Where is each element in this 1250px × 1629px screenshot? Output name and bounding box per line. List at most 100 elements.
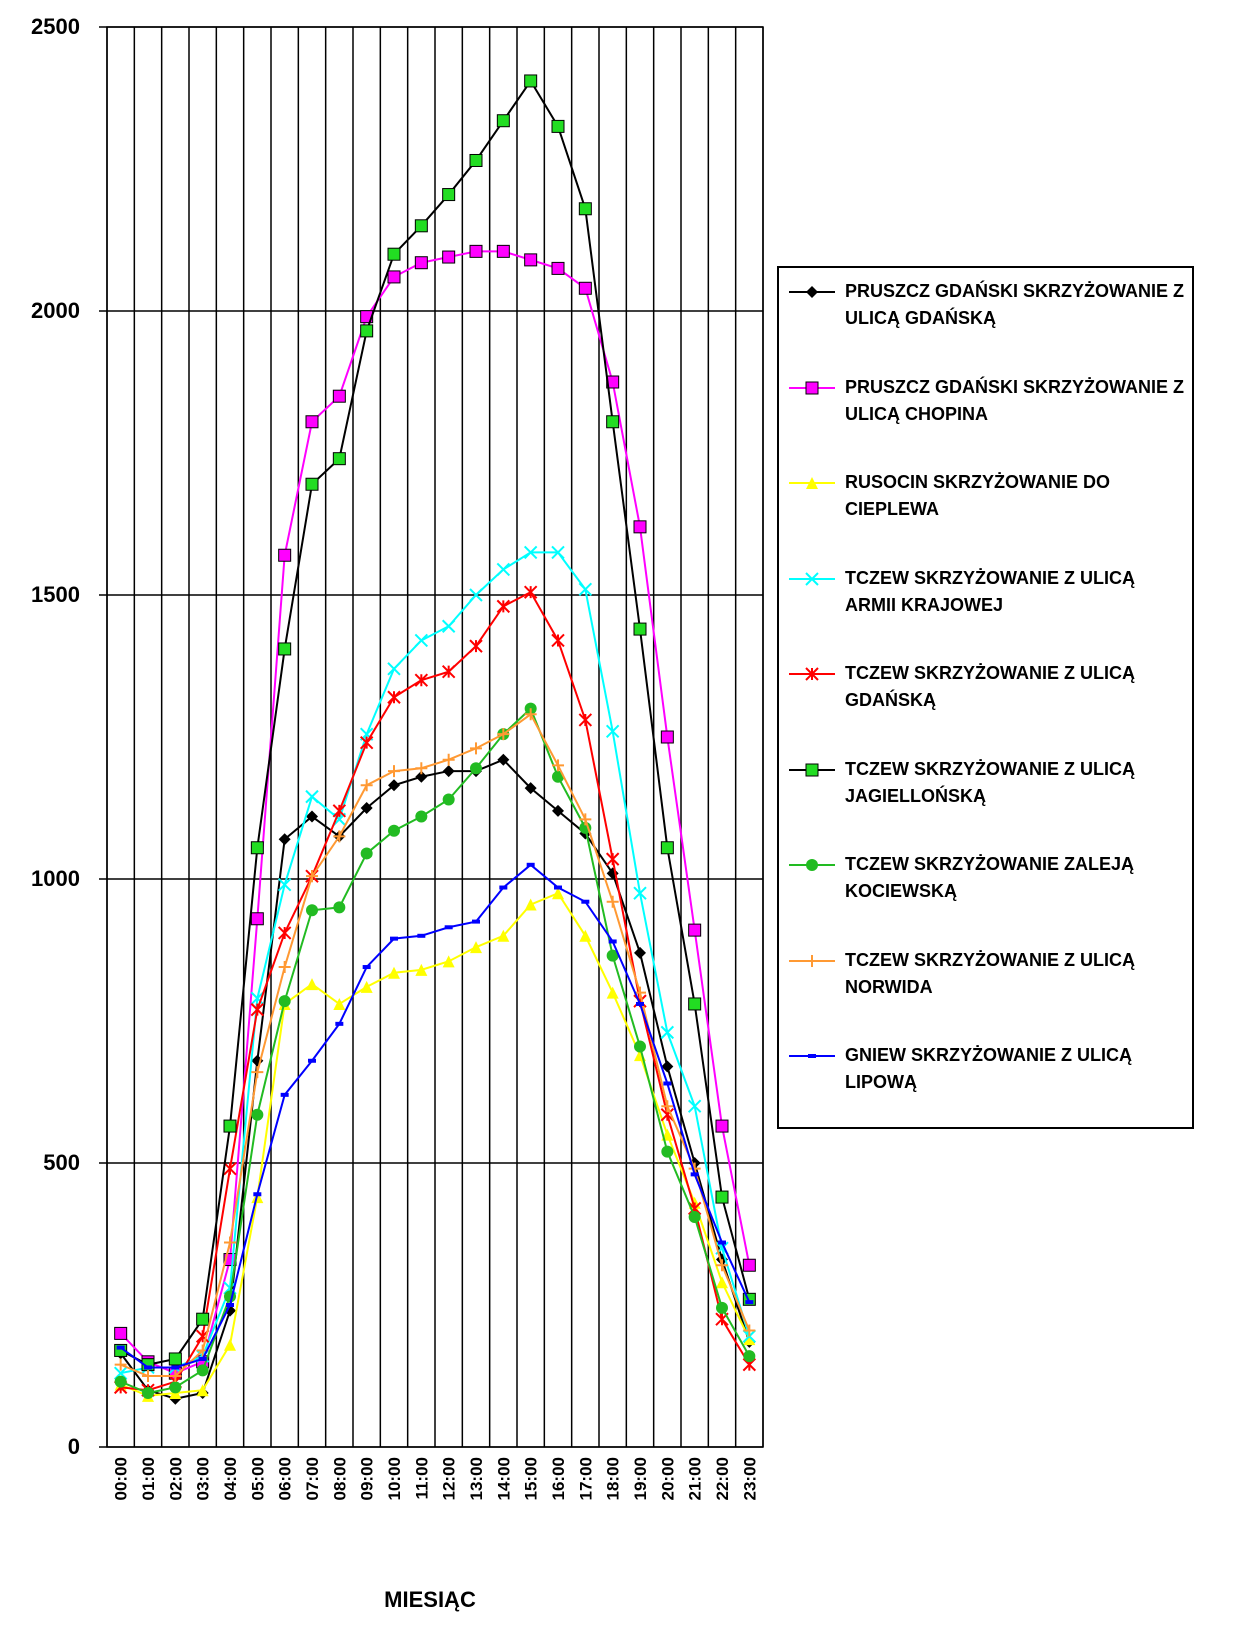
marker (633, 520, 647, 534)
x-tick-label: 20:00 (658, 1457, 677, 1500)
series-line (120, 863, 751, 1369)
marker (469, 244, 483, 258)
x-tick-label: 12:00 (440, 1457, 459, 1500)
marker (168, 1352, 182, 1366)
y-tick-label: 2500 (31, 14, 80, 39)
marker (660, 841, 674, 855)
marker (360, 324, 374, 338)
marker (415, 963, 428, 976)
marker (333, 997, 346, 1010)
marker (442, 955, 455, 968)
marker (470, 762, 482, 775)
marker (280, 1092, 289, 1097)
marker (360, 802, 373, 814)
legend-entry: RUSOCIN SKRZYŻOWANIE DO CIEPLEWA (787, 469, 1185, 523)
marker (196, 1364, 209, 1377)
series-line (120, 891, 751, 1397)
marker (605, 852, 620, 866)
marker (278, 961, 291, 974)
marker (743, 1324, 756, 1337)
marker (388, 966, 400, 979)
marker (224, 1236, 236, 1249)
marker (277, 877, 292, 892)
marker (606, 986, 619, 999)
marker (417, 933, 426, 938)
legend-swatch (789, 571, 835, 586)
marker (442, 753, 455, 766)
marker (688, 923, 702, 937)
legend-entry: GNIEW SKRZYŻOWANIE Z ULICĄ LIPOWĄ (787, 1042, 1185, 1096)
marker (552, 770, 564, 783)
marker (169, 1370, 182, 1382)
marker (524, 253, 538, 267)
legend-entry: TCZEW SKRZYŻOWANIE Z ULICĄ GDAŃSKĄ (787, 660, 1185, 714)
marker (305, 789, 319, 804)
marker (524, 898, 537, 911)
marker (332, 804, 347, 818)
y-tick-label: 2000 (31, 298, 80, 323)
x-tick-label: 05:00 (248, 1457, 267, 1500)
marker (415, 762, 428, 775)
legend-entry: TCZEW SKRZYŻOWANIE Z ULICĄ ARMII KRAJOWE… (787, 565, 1185, 619)
legend-entry: TCZEW SKRZYŻOWANIE Z ULICĄ NORWIDA (787, 947, 1185, 1001)
marker (469, 588, 483, 602)
marker (552, 804, 564, 817)
marker (414, 633, 429, 648)
marker (114, 1326, 128, 1340)
marker (332, 452, 346, 466)
x-tick-label: 09:00 (358, 1457, 377, 1500)
marker (114, 1375, 127, 1388)
marker (497, 753, 510, 766)
legend-swatch (789, 286, 835, 298)
marker (442, 765, 455, 778)
marker (497, 929, 510, 942)
marker (470, 742, 482, 755)
marker (745, 1300, 754, 1305)
marker (606, 949, 619, 962)
x-tick-label: 03:00 (194, 1457, 213, 1500)
legend-entry: TCZEW SKRZYŻOWANIE Z ULICĄ JAGIELLOŃSKĄ (787, 756, 1185, 810)
legend-swatch (789, 667, 835, 681)
legend-swatch (789, 477, 835, 489)
marker (169, 1381, 182, 1394)
legend-label: TCZEW SKRZYŻOWANIE Z ULICĄ JAGIELLOŃSKĄ (845, 758, 1135, 806)
y-tick-label: 0 (68, 1434, 80, 1459)
legend-entry: PRUSZCZ GDAŃSKI SKRZYŻOWANIE Z ULICĄ GDA… (787, 278, 1185, 332)
marker (523, 545, 538, 560)
marker (414, 219, 428, 233)
marker (551, 545, 565, 560)
marker (250, 1002, 265, 1017)
series-line (120, 79, 751, 1366)
legend-swatch (789, 763, 835, 776)
legend-entry: PRUSZCZ GDAŃSKI SKRZYŻOWANIE Z ULICĄ CHO… (787, 374, 1185, 428)
marker (661, 1145, 674, 1158)
marker (442, 250, 456, 264)
marker (196, 1384, 209, 1397)
marker (581, 899, 590, 904)
x-tick-label: 11:00 (412, 1457, 431, 1500)
marker (687, 1099, 702, 1113)
x-tick-label: 23:00 (740, 1457, 759, 1500)
marker (497, 728, 510, 741)
marker (251, 1108, 264, 1121)
marker (387, 662, 401, 676)
marker (663, 1081, 672, 1086)
legend-label: PRUSZCZ GDAŃSKI SKRZYŻOWANIE Z ULICĄ GDA… (845, 281, 1185, 328)
x-tick-label: 00:00 (112, 1457, 131, 1500)
marker (306, 978, 318, 991)
x-tick-label: 13:00 (467, 1457, 486, 1500)
marker (278, 833, 291, 846)
x-tick-label: 04:00 (221, 1457, 240, 1500)
marker (551, 261, 565, 275)
x-tick-label: 14:00 (494, 1457, 513, 1500)
marker (716, 1301, 728, 1314)
marker (634, 946, 646, 959)
x-tick-label: 22:00 (713, 1457, 732, 1500)
marker (526, 862, 535, 867)
marker (306, 904, 318, 917)
marker (608, 939, 617, 944)
x-tick-label: 07:00 (303, 1457, 322, 1500)
marker (805, 763, 819, 776)
x-tick-label: 08:00 (330, 1457, 349, 1500)
